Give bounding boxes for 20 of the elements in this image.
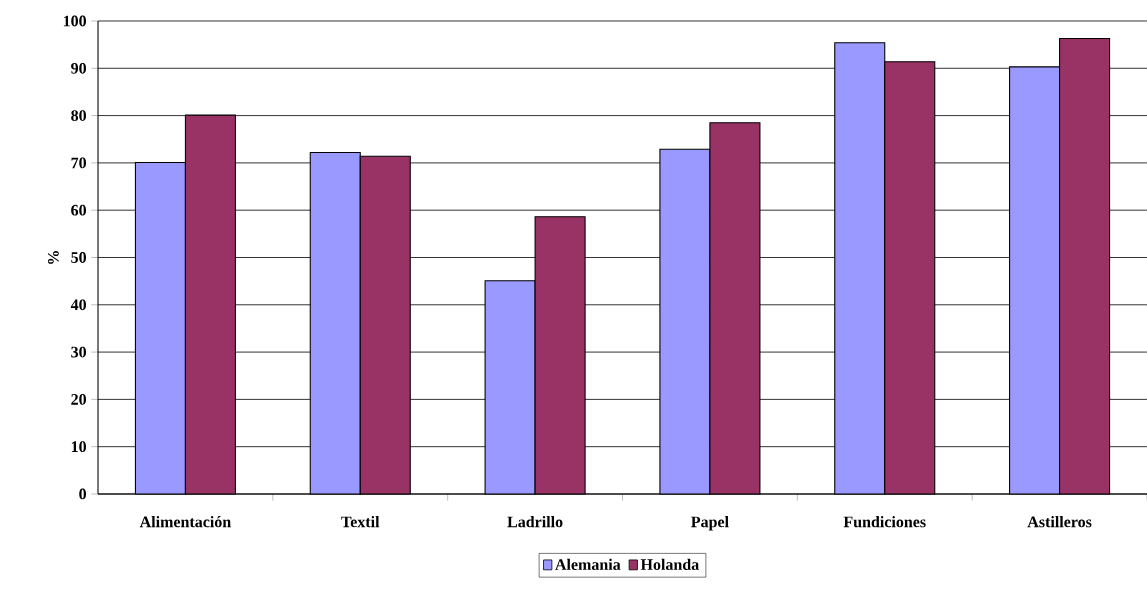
x-tick-label: Ladrillo — [507, 516, 563, 528]
x-tick-label: Alimentación — [139, 516, 231, 528]
y-tick-label: 0 — [79, 488, 87, 500]
y-tick-label: 30 — [71, 346, 87, 358]
y-tick-label: 20 — [71, 393, 87, 405]
y-tick-label: 10 — [71, 441, 87, 453]
y-tick-label: 60 — [71, 204, 87, 216]
x-tick-label: Textil — [341, 516, 380, 528]
y-tick-label: 100 — [63, 15, 87, 27]
y-tick-label: 80 — [71, 110, 87, 121]
legend-label: Holanda — [640, 558, 699, 570]
y-tick-label: 70 — [71, 157, 87, 169]
x-tick-label: Papel — [691, 516, 729, 531]
legend-label: Alemania — [555, 558, 621, 570]
y-tick-label: 50 — [71, 252, 87, 263]
y-tick-label: 90 — [71, 62, 87, 74]
y-axis-title: % — [47, 251, 59, 264]
x-tick-label: Fundiciones — [843, 516, 926, 528]
x-tick-label: Astilleros — [1027, 516, 1092, 528]
y-tick-label: 40 — [70, 299, 87, 311]
